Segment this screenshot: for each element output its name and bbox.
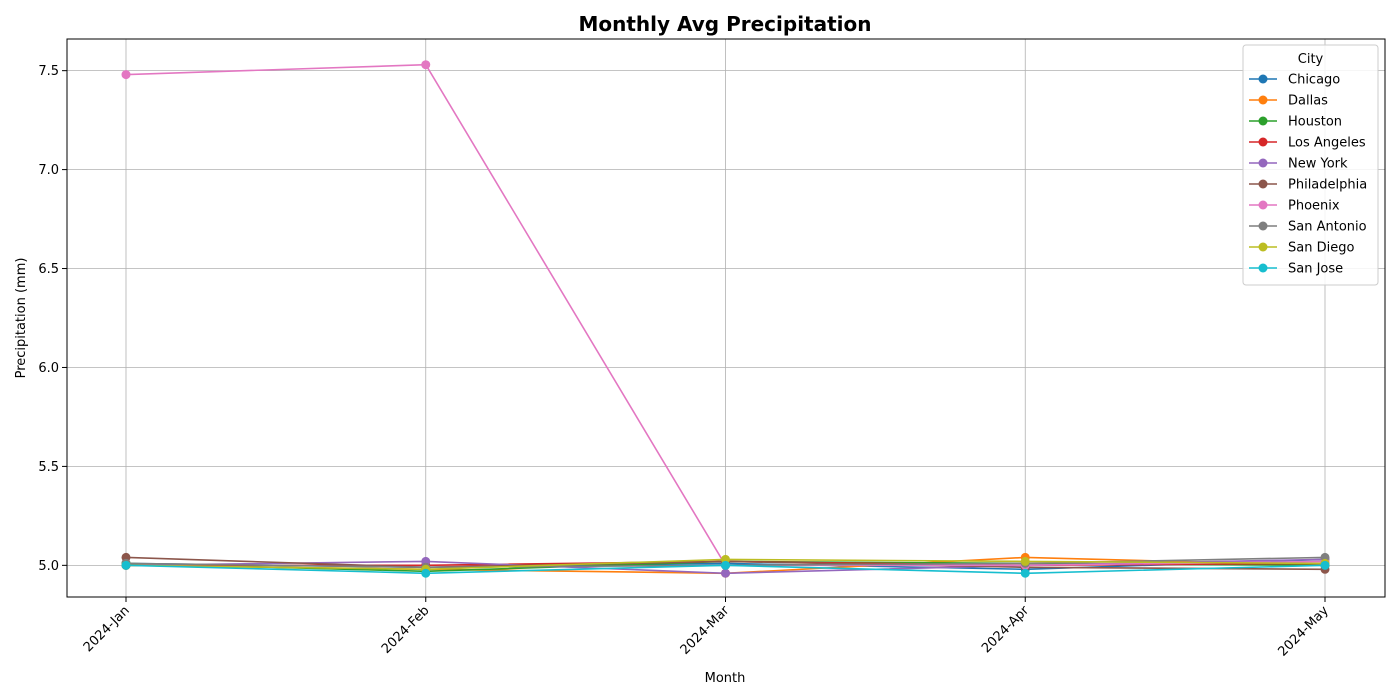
y-tick-label: 7.5 — [38, 64, 59, 79]
legend-marker — [1258, 158, 1268, 168]
x-tick-label: 2024-Apr — [979, 603, 1032, 656]
x-tick-label: 2024-May — [1276, 603, 1333, 660]
data-point — [421, 568, 431, 578]
y-axis-label: Precipitation (mm) — [14, 258, 29, 379]
data-point — [121, 70, 131, 80]
legend-item: San Diego — [1249, 241, 1354, 256]
legend-label: San Diego — [1288, 241, 1354, 256]
legend-item: Chicago — [1249, 73, 1340, 88]
data-point — [421, 60, 431, 70]
x-tick-label: 2024-Mar — [678, 603, 733, 658]
data-point — [1020, 556, 1030, 566]
x-tick-label: 2024-Feb — [379, 603, 433, 657]
legend-label: Chicago — [1288, 73, 1340, 88]
legend-label: Dallas — [1288, 94, 1328, 109]
legend-item: San Jose — [1249, 262, 1343, 277]
data-point — [121, 560, 131, 570]
y-tick-label: 7.0 — [38, 163, 59, 178]
legend-marker — [1258, 179, 1268, 189]
legend-marker — [1258, 137, 1268, 147]
legend-label: Philadelphia — [1288, 178, 1367, 193]
legend-item: Houston — [1249, 115, 1342, 130]
legend-marker — [1258, 74, 1268, 84]
x-axis-label: Month — [705, 671, 746, 686]
legend-box — [1242, 44, 1379, 286]
chart-title: Monthly Avg Precipitation — [578, 12, 871, 36]
legend-marker — [1258, 221, 1268, 231]
legend-marker — [1258, 95, 1268, 105]
legend-marker — [1258, 263, 1268, 273]
legend-label: Phoenix — [1288, 199, 1340, 214]
legend-marker — [1258, 242, 1268, 252]
legend-label: San Antonio — [1288, 220, 1367, 235]
y-tick-label: 6.0 — [38, 361, 59, 376]
legend-item: Philadelphia — [1249, 178, 1367, 193]
legend-label: New York — [1288, 157, 1348, 172]
legend-marker — [1258, 116, 1268, 126]
y-tick-label: 5.5 — [38, 460, 59, 475]
data-point — [1020, 568, 1030, 578]
legend-item: San Antonio — [1249, 220, 1367, 235]
y-tick-label: 5.0 — [38, 559, 59, 574]
series-group — [121, 60, 1330, 578]
x-tick-label: 2024-Jan — [81, 603, 133, 655]
data-point — [721, 560, 730, 570]
legend-title: City — [1298, 52, 1324, 67]
legend-label: San Jose — [1288, 262, 1343, 277]
legend-label: Houston — [1288, 115, 1342, 130]
plot-area-frame — [66, 38, 1386, 598]
data-point — [721, 568, 730, 578]
legend: City Chicago Dallas Houston Los Angeles New Y… — [1242, 44, 1379, 286]
legend-item: Los Angeles — [1249, 136, 1366, 151]
legend-item: New York — [1249, 157, 1348, 172]
grid — [67, 39, 1385, 597]
legend-item: Phoenix — [1249, 199, 1340, 214]
legend-label: Los Angeles — [1288, 136, 1366, 151]
series-san-jose — [121, 560, 1330, 578]
legend-item: Dallas — [1249, 94, 1328, 109]
y-tick-label: 6.5 — [38, 262, 59, 277]
data-point — [1320, 560, 1330, 570]
legend-marker — [1258, 200, 1268, 210]
